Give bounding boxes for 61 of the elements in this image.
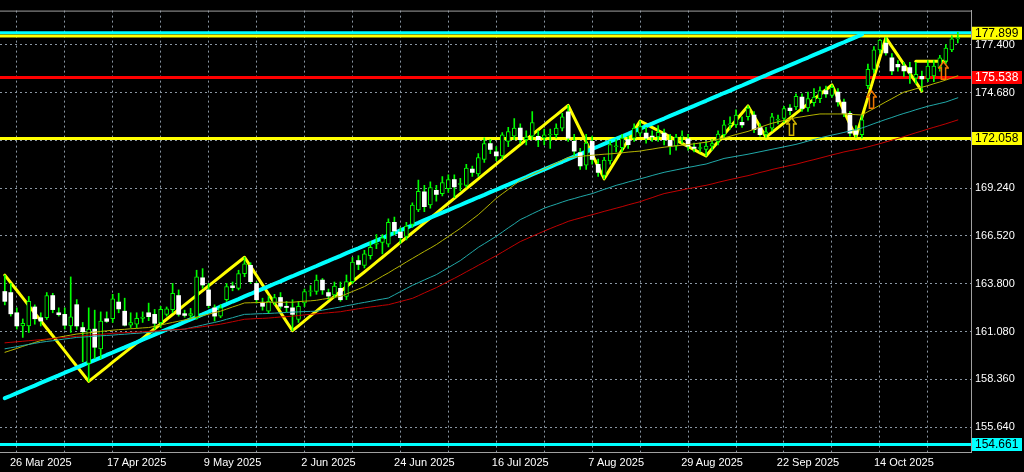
candlestick <box>272 293 277 306</box>
y-tick-label: 169.240 <box>975 181 1015 194</box>
ref-line-label: 154.661 <box>975 437 1019 452</box>
x-tick-label: 24 Jun 2025 <box>394 455 455 468</box>
ref-line-label: 177.899 <box>975 26 1019 41</box>
candlestick <box>344 274 349 300</box>
candlestick <box>547 128 553 149</box>
candlestick <box>68 276 74 333</box>
candlestick <box>727 116 733 130</box>
x-tick-label: 7 Aug 2025 <box>588 455 644 468</box>
ref-line-label: 172.058 <box>975 131 1019 146</box>
candlestick <box>332 281 337 299</box>
x-tick-label: 22 Sep 2025 <box>776 455 840 468</box>
candlestick <box>446 174 451 193</box>
candlestick <box>368 241 373 260</box>
y-tick-label: 174.680 <box>975 85 1015 98</box>
x-tick-label: 14 Oct 2025 <box>873 455 934 468</box>
candlestick <box>475 153 481 177</box>
candlestick <box>613 139 619 153</box>
candlestick <box>440 176 445 197</box>
candlestick <box>80 322 86 363</box>
candlestick <box>110 293 116 323</box>
candlestick <box>224 283 229 302</box>
x-tick-label: 17 Apr 2025 <box>106 455 167 468</box>
candlestick <box>428 181 433 209</box>
y-tick-label: 155.640 <box>975 420 1015 433</box>
candlestick <box>463 163 469 188</box>
candlestick <box>164 306 169 317</box>
candlestick <box>380 234 385 255</box>
candlestick <box>374 234 379 249</box>
candlestick <box>410 202 415 228</box>
candlestick <box>170 283 175 314</box>
x-tick-label: 26 Mar 2025 <box>9 455 72 468</box>
y-tick-label: 166.520 <box>975 228 1015 241</box>
candlestick <box>404 221 409 241</box>
y-tick-label: 161.080 <box>975 324 1015 337</box>
x-tick-label: 16 Jul 2025 <box>491 455 549 468</box>
candlestick <box>955 32 961 44</box>
candlestick <box>236 269 241 291</box>
candlestick <box>188 308 193 320</box>
candlestick <box>242 256 247 278</box>
x-tick-label: 9 May 2025 <box>203 455 262 468</box>
candlestick <box>266 295 271 314</box>
ref-line-label: 175.538 <box>975 70 1019 85</box>
y-tick-label: 158.360 <box>975 372 1015 385</box>
candlestick <box>416 179 421 213</box>
candlestick <box>128 312 133 328</box>
candlestick <box>158 305 163 328</box>
x-tick-label: 29 Aug 2025 <box>681 455 743 468</box>
candlestick <box>386 218 391 248</box>
candlestick <box>20 318 26 338</box>
y-tick-label: 163.800 <box>975 276 1015 289</box>
candlestick <box>362 250 367 269</box>
candlestick <box>679 130 685 144</box>
candlestick <box>350 257 355 285</box>
candlestick <box>134 312 139 329</box>
x-tick-label: 2 Jun 2025 <box>301 455 356 468</box>
candlestick <box>523 130 529 146</box>
candlestick <box>314 274 319 295</box>
candlestick <box>140 311 145 323</box>
candlestick <box>194 269 199 320</box>
